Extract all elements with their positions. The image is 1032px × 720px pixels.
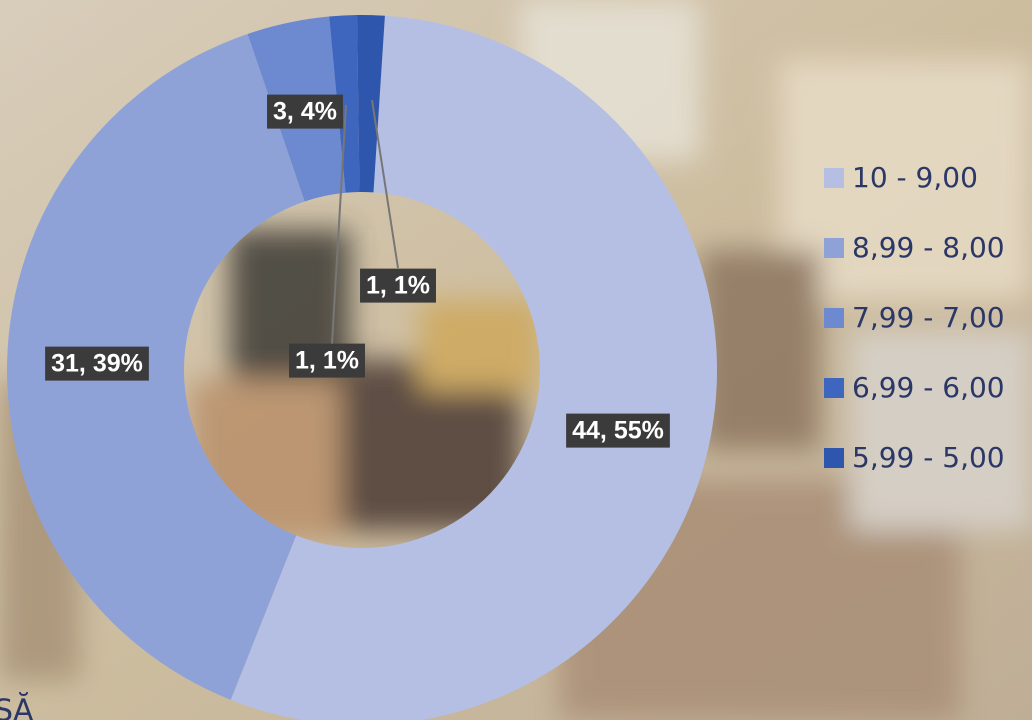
legend-label: 6,99 - 6,00 <box>852 371 1005 404</box>
leader-line <box>371 99 399 269</box>
data-label-box <box>360 268 436 303</box>
legend-label: 7,99 - 7,00 <box>852 301 1005 334</box>
data-label: 1, 1% <box>295 347 359 375</box>
data-label: 1, 1% <box>366 272 430 300</box>
annotation: SĂ <box>0 692 34 720</box>
data-labels: 44, 55% 31, 39% 3, 4% 1, 1% 1, 1% <box>45 94 670 448</box>
data-label-box <box>45 346 149 381</box>
legend-label: 10 - 9,00 <box>852 161 978 194</box>
data-label: 31, 39% <box>51 350 143 378</box>
legend: 10 - 9,00 8,99 - 8,00 7,99 - 7,00 6,99 - 6,… <box>824 161 1005 474</box>
data-label-box <box>566 413 670 448</box>
legend-swatch <box>824 378 844 398</box>
data-label: 44, 55% <box>572 417 664 445</box>
donut-slice <box>7 33 305 700</box>
data-label-box <box>267 94 343 129</box>
leader-line <box>331 104 347 345</box>
donut <box>7 15 717 720</box>
legend-swatch <box>824 168 844 188</box>
data-label-box <box>289 343 365 378</box>
donut-slice <box>357 15 385 193</box>
legend-swatch <box>824 308 844 328</box>
legend-swatch <box>824 448 844 468</box>
data-label: 3, 4% <box>273 98 337 126</box>
legend-label: 8,99 - 8,00 <box>852 231 1005 264</box>
donut-slice <box>230 15 717 720</box>
legend-label: 5,99 - 5,00 <box>852 441 1005 474</box>
donut-slice <box>329 15 360 193</box>
legend-swatch <box>824 238 844 258</box>
